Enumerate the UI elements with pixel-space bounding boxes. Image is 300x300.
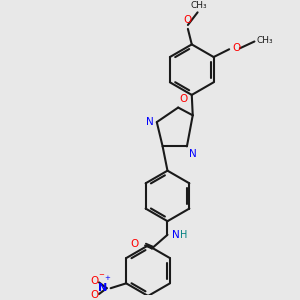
Text: −: − — [98, 272, 104, 278]
Text: CH₃: CH₃ — [190, 2, 207, 10]
Text: O: O — [179, 94, 188, 104]
Text: N: N — [146, 117, 154, 127]
Text: O: O — [91, 290, 99, 300]
Text: +: + — [104, 275, 110, 281]
Text: CH₃: CH₃ — [256, 36, 273, 45]
Text: N: N — [189, 149, 196, 159]
Text: O: O — [232, 43, 240, 53]
Text: N: N — [98, 283, 107, 293]
Text: O: O — [184, 15, 192, 25]
Text: H: H — [180, 230, 188, 240]
Text: N: N — [172, 230, 180, 240]
Text: O: O — [91, 276, 99, 286]
Text: O: O — [130, 239, 138, 250]
